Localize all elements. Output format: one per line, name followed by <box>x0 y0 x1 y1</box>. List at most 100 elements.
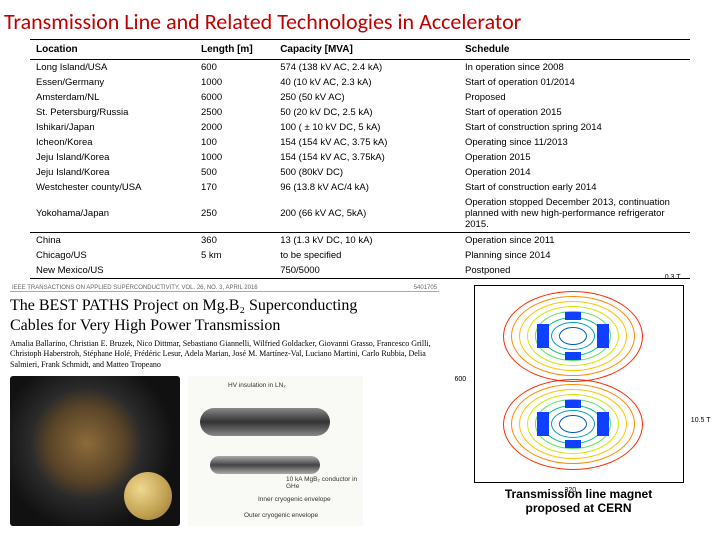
article-number: 5401705 <box>414 285 437 291</box>
table-cell: 500 <box>195 165 274 180</box>
table-cell: Long Island/USA <box>30 60 195 76</box>
coil-block <box>565 440 581 448</box>
coil-block <box>565 312 581 320</box>
table-cell: Jeju Island/Korea <box>30 165 195 180</box>
table-cell: Amsterdam/NL <box>30 90 195 105</box>
table-cell: St. Petersburg/Russia <box>30 105 195 120</box>
y-axis-label: 600 <box>455 376 467 383</box>
col-header: Length [m] <box>195 40 274 60</box>
table-cell: New Mexico/US <box>30 263 195 279</box>
table-cell: 574 (138 kV AC, 2.4 kA) <box>274 60 459 76</box>
table-cell: Icheon/Korea <box>30 135 195 150</box>
table-cell: Jeju Island/Korea <box>30 150 195 165</box>
col-header: Location <box>30 40 195 60</box>
table-row: Amsterdam/NL6000250 (50 kV AC)Proposed <box>30 90 690 105</box>
paper-title-line2: Cables for Very High Power Transmission <box>10 317 280 334</box>
table-cell: 1000 <box>195 75 274 90</box>
table-cell: 13 (1.3 kV DC, 10 kA) <box>274 233 459 249</box>
x-axis-label: 320 <box>565 487 577 494</box>
table-row: Ishikari/Japan2000100 ( ± 10 kV DC, 5 kA… <box>30 120 690 135</box>
fieldmap-caption: Transmission line magnet proposed at CER… <box>505 487 652 516</box>
label-mgb2-core: 10 kA MgB₂ conductor in GHe <box>286 476 363 490</box>
table-cell: 6000 <box>195 90 274 105</box>
table-cell: Operation 2015 <box>459 150 690 165</box>
table-cell: 170 <box>195 180 274 195</box>
table-cell: 500 (80kV DC) <box>274 165 459 180</box>
table-cell: Operation since 2011 <box>459 233 690 249</box>
table-cell: Start of operation 01/2014 <box>459 75 690 90</box>
table-cell: Postponed <box>459 263 690 279</box>
table-cell: 2000 <box>195 120 274 135</box>
field-top-label: 0.3 T <box>665 274 681 281</box>
table-cell: 600 <box>195 60 274 76</box>
table-cell: Essen/Germany <box>30 75 195 90</box>
table-cell: Chicago/US <box>30 248 195 263</box>
table-cell: 154 (154 kV AC, 3.75kA) <box>274 150 459 165</box>
table-cell: 100 <box>195 135 274 150</box>
table-cell: Yokohama/Japan <box>30 195 195 233</box>
table-cell: 1000 <box>195 150 274 165</box>
coil-block <box>565 352 581 360</box>
table-row: Essen/Germany100040 (10 kV AC, 2.3 kA)St… <box>30 75 690 90</box>
cable-cutaway-diagram: HV insulation in LN₂ 10 kA MgB₂ conducto… <box>188 376 363 526</box>
paper-title: The BEST PATHS Project on Mg.B₂ Supercon… <box>10 296 439 336</box>
table-row: Icheon/Korea100154 (154 kV AC, 3.75 kA)O… <box>30 135 690 150</box>
table-cell: Proposed <box>459 90 690 105</box>
table-cell: 250 <box>195 195 274 233</box>
journal-header: IEEE TRANSACTIONS ON APPLIED SUPERCONDUC… <box>10 285 439 292</box>
cable-projects-table: LocationLength [m]Capacity [MVA]Schedule… <box>0 39 720 279</box>
col-header: Capacity [MVA] <box>274 40 459 60</box>
table-cell: Westchester county/USA <box>30 180 195 195</box>
magnet-fieldmap: 320 600 0.3 T 10.5 T <box>474 285 684 483</box>
table-cell: Planning since 2014 <box>459 248 690 263</box>
field-side-label: 10.5 T <box>691 417 711 424</box>
table-cell: 40 (10 kV AC, 2.3 kA) <box>274 75 459 90</box>
table-cell <box>195 263 274 279</box>
table-cell: 5 km <box>195 248 274 263</box>
table-row: Jeju Island/Korea500500 (80kV DC)Operati… <box>30 165 690 180</box>
journal-name: IEEE TRANSACTIONS ON APPLIED SUPERCONDUC… <box>12 285 258 291</box>
paper-title-line1: The BEST PATHS Project on Mg.B₂ Supercon… <box>10 297 357 314</box>
coil-block <box>537 412 549 436</box>
table-cell: Start of operation 2015 <box>459 105 690 120</box>
table-row: Chicago/US5 kmto be specifiedPlanning si… <box>30 248 690 263</box>
coil-block <box>565 400 581 408</box>
table-cell: Start of construction spring 2014 <box>459 120 690 135</box>
table-cell: 154 (154 kV AC, 3.75 kA) <box>274 135 459 150</box>
label-hv-insulation: HV insulation in LN₂ <box>228 382 286 389</box>
coin-scale-reference <box>124 472 172 520</box>
table-row: Yokohama/Japan250200 (66 kV AC, 5kA)Oper… <box>30 195 690 233</box>
table-cell: 2500 <box>195 105 274 120</box>
col-header: Schedule <box>459 40 690 60</box>
table-cell: Operation 2014 <box>459 165 690 180</box>
page-title: Transmission Line and Related Technologi… <box>0 0 720 39</box>
table-cell: Ishikari/Japan <box>30 120 195 135</box>
coil-block <box>597 412 609 436</box>
table-row: China36013 (1.3 kV DC, 10 kA)Operation s… <box>30 233 690 249</box>
coil-block <box>537 324 549 348</box>
table-cell: 200 (66 kV AC, 5kA) <box>274 195 459 233</box>
table-cell: 50 (20 kV DC, 2.5 kA) <box>274 105 459 120</box>
table-cell: to be specified <box>274 248 459 263</box>
table-cell: China <box>30 233 195 249</box>
label-inner-envelope: Inner cryogenic envelope <box>258 496 331 503</box>
table-cell: 96 (13.8 kV AC/4 kA) <box>274 180 459 195</box>
table-cell: Operating since 11/2013 <box>459 135 690 150</box>
cable-cross-section-photo <box>10 376 180 526</box>
table-cell: 360 <box>195 233 274 249</box>
caption-line2: proposed at CERN <box>526 501 632 515</box>
table-row: Jeju Island/Korea1000154 (154 kV AC, 3.7… <box>30 150 690 165</box>
table-row: Westchester county/USA17096 (13.8 kV AC/… <box>30 180 690 195</box>
table-cell: In operation since 2008 <box>459 60 690 76</box>
table-row: Long Island/USA600574 (138 kV AC, 2.4 kA… <box>30 60 690 76</box>
coil-block <box>597 324 609 348</box>
table-cell: 100 ( ± 10 kV DC, 5 kA) <box>274 120 459 135</box>
caption-line1: Transmission line magnet <box>505 487 652 501</box>
table-cell: 750/5000 <box>274 263 459 279</box>
table-cell: 250 (50 kV AC) <box>274 90 459 105</box>
label-outer-envelope: Outer cryogenic envelope <box>244 512 318 519</box>
table-row: St. Petersburg/Russia250050 (20 kV DC, 2… <box>30 105 690 120</box>
table-cell: Start of construction early 2014 <box>459 180 690 195</box>
author-list: Amalia Ballarino, Christian E. Bruzek, N… <box>10 339 439 370</box>
table-row: New Mexico/US 750/5000Postponed <box>30 263 690 279</box>
